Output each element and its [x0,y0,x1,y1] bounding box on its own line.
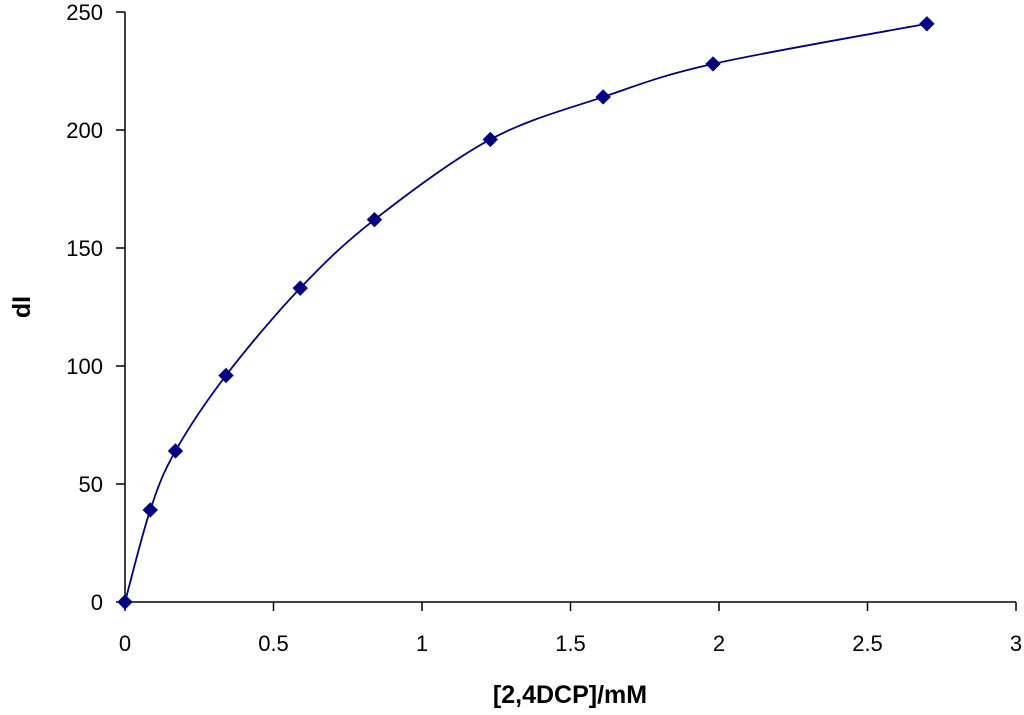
data-point [919,16,935,32]
y-tick-label: 0 [91,590,103,615]
y-tick-label: 50 [79,472,103,497]
y-tick-label: 150 [66,236,103,261]
data-point [366,211,383,228]
y-tick-label: 200 [66,118,103,143]
x-tick-label: 1.5 [555,631,586,656]
y-tick-label: 250 [66,0,103,25]
y-axis-title: dI [8,296,36,318]
data-point [595,89,611,105]
data-point [482,131,499,148]
x-tick-label: 1 [416,631,428,656]
series-group [117,16,935,610]
x-tick-label: 2 [713,631,725,656]
axes [124,12,1016,603]
data-point [142,502,158,518]
x-tick-label: 2.5 [852,631,883,656]
data-point [117,594,133,610]
x-tick-label: 0.5 [258,631,289,656]
data-point [705,56,721,72]
x-tick-label: 0 [119,631,131,656]
x-axis-title: [2,4DCP]/mM [493,681,647,709]
data-point [292,280,308,296]
x-tick-label: 3 [1010,631,1022,656]
y-tick-label: 100 [66,354,103,379]
series-line [124,22,928,603]
data-point [167,443,184,459]
x-axis-ticks: 0 0.5 1 1.5 2 2.5 3 [119,602,1022,656]
y-axis-ticks: 0 50 100 150 200 250 [66,0,125,615]
data-point [218,367,234,384]
